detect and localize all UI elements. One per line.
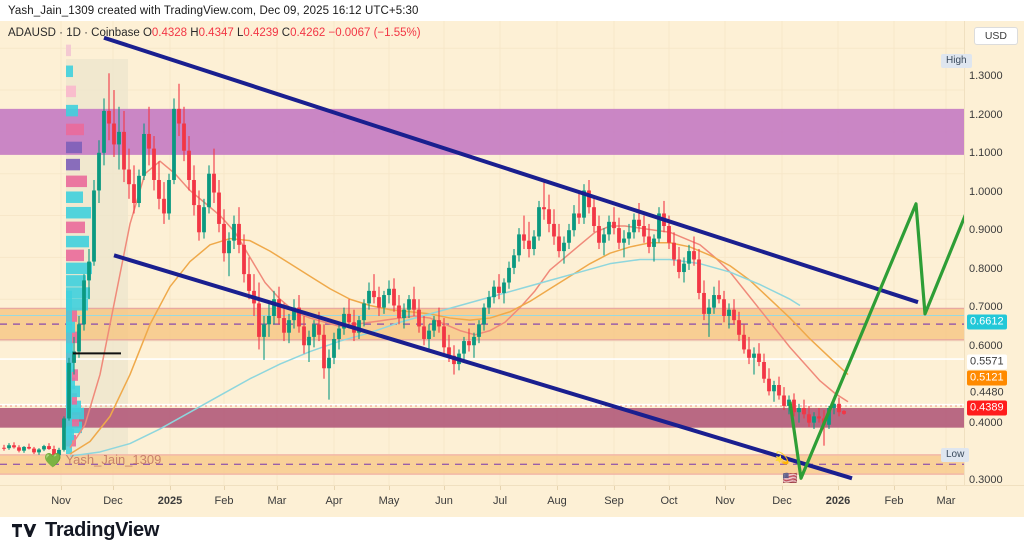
price-pill-0.4389[interactable]: 0.4389 xyxy=(967,400,1007,416)
legend-high-value: 0.4347 xyxy=(198,27,234,39)
time-tick-4: Mar xyxy=(267,495,287,507)
time-tick-mark-11 xyxy=(669,486,670,490)
time-tick-mark-5 xyxy=(334,486,335,490)
price-tick-3: 1.0000 xyxy=(969,186,1003,198)
time-tick-mark-10 xyxy=(614,486,615,490)
legend-close-value: 0.4262 xyxy=(290,27,326,39)
time-tick-mark-1 xyxy=(113,486,114,490)
time-tick-7: Jun xyxy=(435,495,453,507)
price-tick-6: 0.7000 xyxy=(969,301,1003,313)
legend-open-label: O xyxy=(142,27,152,39)
time-tick-3: Feb xyxy=(214,495,234,507)
time-tick-mark-7 xyxy=(444,486,445,490)
time-tick-mark-3 xyxy=(224,486,225,490)
ma-slow-line xyxy=(69,258,801,457)
upper-trendline xyxy=(103,35,919,305)
price-tick-7: 0.6000 xyxy=(969,340,1003,352)
resistance-zone xyxy=(0,108,964,155)
price-tick-0: 1.3000 xyxy=(969,70,1003,82)
chart-legend[interactable]: ADAUSD · 1D · Coinbase O0.4328 H0.4347 L… xyxy=(8,27,421,39)
legend-sep-2: · xyxy=(84,27,88,39)
legend-low-value: 0.4239 xyxy=(243,27,279,39)
legend-open-value: 0.4328 xyxy=(151,27,188,39)
low-badge: Low xyxy=(941,448,970,462)
time-tick-5: Apr xyxy=(325,495,343,507)
legend-change-percent: (−1.55%) xyxy=(373,27,421,39)
legend-sep-1: · xyxy=(59,27,63,39)
time-tick-mark-15 xyxy=(894,486,895,490)
chart-canvas xyxy=(0,21,964,485)
time-tick-8: Jul xyxy=(492,495,508,507)
legend-close-label: C xyxy=(281,27,291,39)
ma-fast-line xyxy=(69,160,849,449)
projection-path xyxy=(788,202,964,480)
time-tick-13: Dec xyxy=(772,495,792,507)
price-tick-9: 0.3000 xyxy=(969,474,1003,486)
lower-trendline xyxy=(113,253,853,481)
tradingview-logo: TradingView xyxy=(12,519,159,542)
candlesticks xyxy=(2,73,846,460)
time-tick-2: 2025 xyxy=(157,495,183,507)
price-tick-1: 1.2000 xyxy=(969,109,1003,121)
time-tick-mark-12 xyxy=(725,486,726,490)
price-scale[interactable]: USD 1.3000 1.2000 1.1000 1.0000 0.9000 0.8000… xyxy=(941,21,1024,486)
price-pill-0.6612[interactable]: 0.6612 xyxy=(967,314,1007,330)
time-scale[interactable]: Nov Dec 2025 Feb Mar Apr May Jun Jul Aug Sep Oct Nov… xyxy=(0,485,1024,517)
price-pill-0.5571[interactable]: 0.5571 xyxy=(967,354,1007,370)
time-tick-mark-9 xyxy=(557,486,558,490)
legend-symbol[interactable]: ADAUSD xyxy=(8,27,56,39)
tradingview-wordmark: TradingView xyxy=(45,519,160,541)
time-tick-6: May xyxy=(378,495,400,507)
legend-interval[interactable]: 1D xyxy=(66,27,81,39)
watermark-username: Yash_Jain_1309 xyxy=(65,452,162,467)
time-tick-mark-14 xyxy=(838,486,839,490)
time-tick-mark-2 xyxy=(170,486,171,490)
time-tick-9: Aug xyxy=(547,495,567,507)
price-tick-2: 1.1000 xyxy=(969,147,1003,159)
time-tick-12: Nov xyxy=(715,495,735,507)
price-pill-0.4480[interactable]: 0.4480 xyxy=(967,385,1007,401)
price-tick-8: 0.4000 xyxy=(969,417,1003,429)
chart-pane[interactable] xyxy=(0,21,964,485)
flag-emoji[interactable]: 🇺🇸 xyxy=(782,471,798,485)
time-tick-mark-13 xyxy=(782,486,783,490)
legend-change: −0.0067 xyxy=(328,27,371,39)
time-tick-15: Feb xyxy=(884,495,904,507)
price-pill-0.5121[interactable]: 0.5121 xyxy=(967,370,1007,386)
time-tick-mark-16 xyxy=(946,486,947,490)
time-tick-14: 2026 xyxy=(825,495,851,507)
attribution-text: Yash_Jain_1309 created with TradingView.… xyxy=(8,5,419,17)
time-tick-10: Sep xyxy=(604,495,624,507)
time-tick-mark-0 xyxy=(61,486,62,490)
green-heart-icon: 💚 xyxy=(44,451,62,468)
tradingview-mark-icon xyxy=(12,524,37,537)
high-badge: High xyxy=(941,54,972,68)
time-tick-0: Nov xyxy=(51,495,71,507)
time-tick-16: Mar xyxy=(936,495,956,507)
legend-exchange[interactable]: Coinbase xyxy=(91,27,140,39)
time-tick-11: Oct xyxy=(660,495,678,507)
ma-mid-line xyxy=(69,237,849,455)
legend-low-label: L xyxy=(236,27,244,39)
time-tick-mark-4 xyxy=(277,486,278,490)
currency-badge[interactable]: USD xyxy=(973,27,1018,45)
legend-high-label: H xyxy=(190,27,199,39)
support-zone xyxy=(0,408,964,428)
time-tick-1: Dec xyxy=(103,495,123,507)
zap-emoji[interactable]: 💫 xyxy=(774,451,790,465)
price-tick-4: 0.9000 xyxy=(969,224,1003,236)
time-tick-mark-6 xyxy=(389,486,390,490)
user-watermark: 💚 Yash_Jain_1309 xyxy=(44,452,161,467)
time-tick-mark-8 xyxy=(500,486,501,490)
price-tick-5: 0.8000 xyxy=(969,263,1003,275)
